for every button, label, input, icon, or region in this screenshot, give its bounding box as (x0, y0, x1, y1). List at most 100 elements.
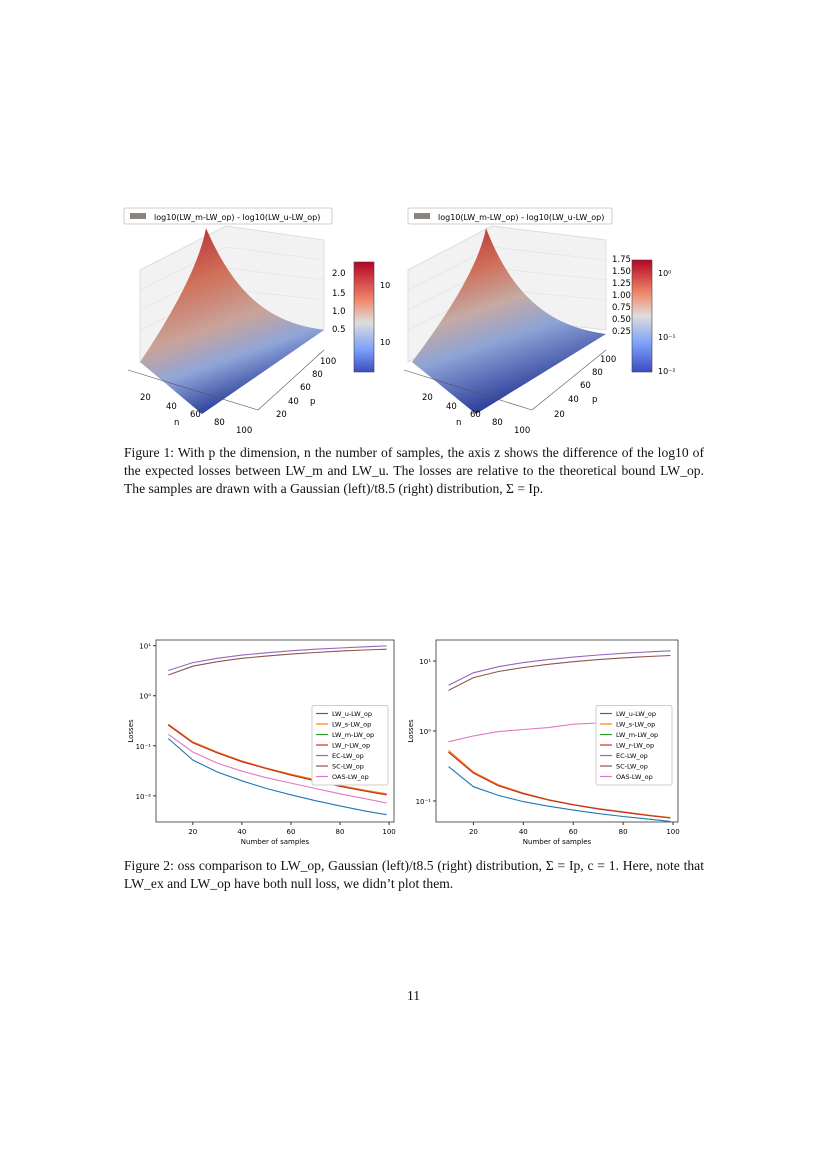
legend-label: log10(LW_m-LW_op) - log10(LW_u-LW_op) (438, 213, 604, 222)
series-line-SC-LW_op (168, 648, 387, 676)
n-tick: 100 (514, 426, 530, 434)
series-line-LW_u-LW_op (167, 738, 387, 816)
p-tick: 60 (300, 383, 311, 393)
x-tick-label: 100 (666, 828, 679, 836)
p-tick: 60 (580, 381, 591, 391)
x-tick-label: 60 (569, 828, 578, 836)
figure1-caption: Figure 1: With p the dimension, n the nu… (124, 445, 704, 496)
legend-swatch (130, 213, 146, 219)
p-axis-label: p (592, 395, 597, 405)
p-axis-line (257, 349, 325, 411)
p-tick: 40 (568, 395, 579, 405)
p-axis-line (531, 349, 607, 411)
z-tick: 1.0 (332, 307, 346, 317)
x-tick-label: 20 (188, 828, 197, 836)
legend-entry: LW_s-LW_op (332, 721, 371, 729)
p-tick: 40 (288, 397, 299, 407)
y-tick-label: 10⁻² (136, 793, 152, 801)
x-tick-label: 40 (519, 828, 528, 836)
figure2-caption: Figure 2: oss comparison to LW_op, Gauss… (124, 858, 704, 891)
legend-entry: LW_r-LW_op (616, 742, 654, 750)
z-tick: 2.0 (332, 269, 346, 279)
series-line-OAS-LW_op (167, 733, 387, 804)
y-tick-label: 10⁻¹ (136, 743, 152, 751)
legend-entry: EC-LW_op (332, 752, 364, 760)
y-tick-label: 10⁰ (139, 693, 151, 701)
y-axis-label: Losses (407, 719, 415, 743)
legend-label: log10(LW_m-LW_op) - log10(LW_u-LW_op) (154, 213, 320, 222)
colorbar-tick: 10⁻¹ (658, 333, 676, 342)
x-tick-label: 80 (619, 828, 628, 836)
p-tick: 80 (312, 370, 323, 380)
x-tick-label: 20 (469, 828, 478, 836)
legend-entry: LW_m-LW_op (616, 731, 658, 739)
legend-box (311, 705, 389, 786)
series-line-LW_s-LW_op (167, 723, 387, 795)
z-tick: 0.5 (332, 325, 346, 335)
x-tick-label: 40 (237, 828, 246, 836)
legend-box (123, 207, 333, 225)
legend-entry: EC-LW_op (616, 752, 648, 760)
colorbar-tick: 10⁰ (380, 281, 390, 290)
y-tick-label: 10¹ (419, 658, 431, 666)
n-axis-label: n (174, 418, 179, 428)
n-tick: 40 (166, 402, 177, 412)
legend-entry: SC-LW_op (332, 763, 364, 771)
p-tick: 80 (592, 368, 603, 378)
series-line-EC-LW_op (168, 645, 387, 672)
z-tick: 1.50 (612, 267, 631, 277)
p-axis-label: p (310, 397, 315, 407)
series-line-LW_r-LW_op (448, 751, 671, 819)
n-tick: 60 (470, 410, 481, 420)
z-tick: 0.25 (612, 327, 631, 337)
series-line-SC-LW_op (448, 654, 671, 691)
colorbar-tick: 10⁻¹ (380, 338, 390, 347)
n-tick: 40 (446, 402, 457, 412)
colorbar (631, 259, 653, 373)
z-tick: 1.75 (612, 255, 631, 265)
z-tick: 1.5 (332, 289, 346, 299)
legend-entry: OAS-LW_op (616, 773, 653, 781)
n-axis-line (127, 369, 259, 411)
n-tick: 60 (190, 410, 201, 420)
surface (140, 228, 324, 414)
z-tick: 0.50 (612, 315, 631, 325)
x-axis-label: Number of samples (241, 838, 310, 846)
surface (412, 228, 606, 414)
z-tick: 1.00 (612, 291, 631, 301)
series-line-LW_u-LW_op (448, 766, 671, 822)
n-tick: 20 (140, 393, 151, 403)
legend-entry: SC-LW_op (616, 763, 648, 771)
n-axis-label: n (456, 418, 461, 428)
z-tick: 0.75 (612, 303, 631, 313)
n-tick: 20 (422, 393, 433, 403)
n-tick: 80 (214, 418, 225, 428)
figure2-left-line-chart: 20 40 60 80 100 10⁻² 10⁻¹ 10⁰ 10¹ Number of sampl… (127, 639, 396, 846)
figure2-right-line-chart: 20 40 60 80 100 10⁻¹ 10⁰ 10¹ Number of samples Lo… (407, 639, 680, 846)
colorbar-tick: 10⁰ (658, 269, 671, 278)
x-axis-label: Number of samples (523, 838, 592, 846)
z-tick: 1.25 (612, 279, 631, 289)
p-tick: 100 (600, 355, 616, 365)
p-tick: 20 (276, 410, 287, 420)
colorbar-tick: 10⁻² (658, 367, 676, 376)
legend-entry: LW_s-LW_op (616, 721, 655, 729)
x-tick-label: 100 (382, 828, 395, 836)
n-tick: 100 (236, 426, 252, 434)
colorbar (353, 261, 375, 373)
n-axis-line (403, 369, 533, 411)
p-tick: 20 (554, 410, 565, 420)
y-tick-label: 10⁰ (419, 728, 431, 736)
page-number: 11 (407, 988, 421, 1003)
legend-swatch (414, 213, 430, 219)
y-tick-label: 10¹ (139, 643, 151, 651)
legend-entry: LW_u-LW_op (332, 710, 372, 718)
legend-entry: OAS-LW_op (332, 773, 369, 781)
y-axis-label: Losses (127, 719, 135, 743)
legend-box (407, 207, 613, 225)
legend-entry: LW_r-LW_op (332, 742, 370, 750)
series-line-EC-LW_op (448, 650, 671, 686)
legend-box (595, 705, 673, 786)
legend-entry: LW_m-LW_op (332, 731, 374, 739)
figure1-left-surface-plot: log10(LW_m-LW_op) - log10(LW_u-LW_op) 2.… (123, 207, 390, 434)
